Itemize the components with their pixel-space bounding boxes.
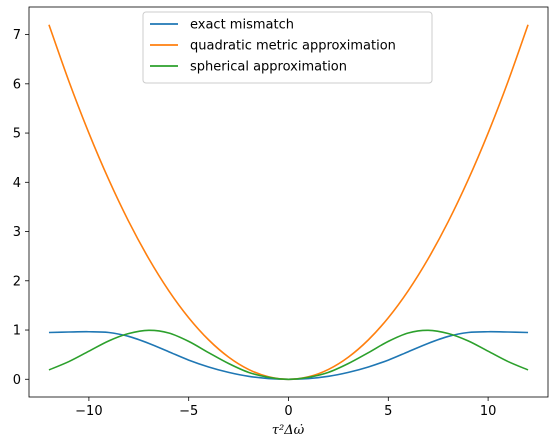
- legend-box: [142, 11, 433, 84]
- series-line-3: [48, 329, 529, 381]
- legend-label: exact mismatch: [190, 18, 294, 33]
- x-tick-label: −10: [75, 404, 102, 419]
- legend-label: quadratic metric approximation: [190, 39, 396, 54]
- x-axis: −10 −5 0 5 10: [75, 397, 496, 419]
- x-tick-label: 0: [284, 404, 292, 419]
- y-tick-label: 7: [13, 28, 21, 43]
- x-tick-label: 10: [480, 404, 497, 419]
- series-lines: [48, 24, 529, 381]
- y-tick-label: 3: [13, 225, 21, 240]
- legend: exact mismatch quadratic metric approxima…: [142, 11, 433, 84]
- x-axis-label: τ²Δω̇: [272, 423, 305, 438]
- y-tick-label: 1: [13, 324, 21, 339]
- y-axis: 0 1 2 3 4 5 6 7: [13, 28, 29, 388]
- y-tick-label: 4: [13, 176, 21, 191]
- y-tick-label: 5: [13, 127, 21, 142]
- y-tick-label: 2: [13, 274, 21, 289]
- y-tick-label: 0: [13, 373, 21, 388]
- y-tick-label: 6: [13, 77, 21, 92]
- legend-label: spherical approximation: [190, 60, 347, 75]
- x-tick-label: −5: [179, 404, 198, 419]
- x-tick-label: 5: [384, 404, 392, 419]
